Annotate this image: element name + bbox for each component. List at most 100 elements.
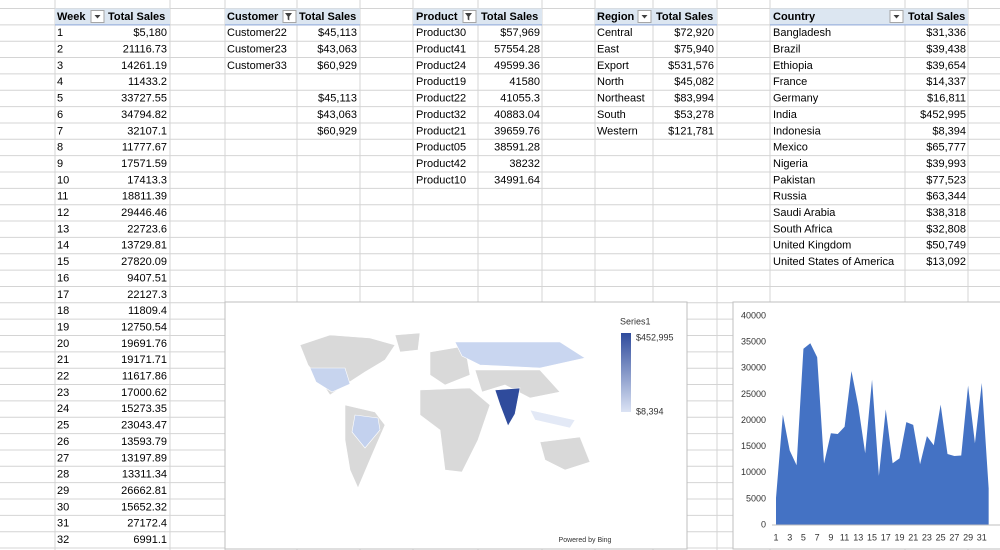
y-tick-label: 0 xyxy=(761,519,766,529)
cell-label: 26 xyxy=(57,436,69,448)
cell-value: 11433.2 xyxy=(128,76,167,88)
cell-value: 13729.81 xyxy=(121,240,167,252)
cell-label: Brazil xyxy=(773,44,801,56)
cell-value: $39,993 xyxy=(926,158,966,170)
cell-value: 13311.34 xyxy=(122,469,167,481)
cell-label: 23 xyxy=(57,387,69,399)
x-tick-label: 11 xyxy=(840,532,849,542)
cell-value: $16,811 xyxy=(927,93,966,105)
cell-label: 24 xyxy=(57,403,69,415)
cell-value: 41055.3 xyxy=(500,93,540,105)
cell-value: $38,318 xyxy=(926,207,966,219)
cell-label: 32 xyxy=(57,534,69,546)
cell-label: South xyxy=(597,109,626,121)
cell-value: 15652.32 xyxy=(121,501,167,513)
x-tick-label: 31 xyxy=(977,532,987,542)
area-chart: 0 5000 10000 15000 20000 25000 30000 35000 40000… xyxy=(732,301,1000,550)
cell-value: 38591.28 xyxy=(494,142,540,154)
cell-value: $452,995 xyxy=(920,109,966,121)
cell-value: $72,920 xyxy=(674,27,714,39)
header-label: Region xyxy=(597,11,635,23)
cell-label: 13 xyxy=(57,223,69,235)
cell-label: South Africa xyxy=(773,223,833,235)
cell-value: 21116.73 xyxy=(123,44,167,56)
greenland xyxy=(394,332,421,353)
x-tick-label: 23 xyxy=(922,532,932,542)
cell-value: 23043.47 xyxy=(121,420,167,432)
cell-label: 21 xyxy=(57,354,69,366)
cell-value: $5,180 xyxy=(133,27,167,39)
cell-value: 39659.76 xyxy=(494,125,540,137)
x-tick-label: 25 xyxy=(936,532,946,542)
filter-button[interactable] xyxy=(282,10,297,23)
cell-label: Mexico xyxy=(773,142,808,154)
cell-value: 9407.51 xyxy=(127,272,167,284)
cell-value: $60,929 xyxy=(317,60,357,72)
cell-value: 49599.36 xyxy=(494,60,540,72)
cell-value: $45,113 xyxy=(318,93,357,105)
cell-label: 12 xyxy=(57,207,69,219)
cell-value: $75,940 xyxy=(674,44,714,56)
cell-label: 30 xyxy=(57,501,69,513)
cell-value: 32107.1 xyxy=(127,125,167,137)
cell-label: 28 xyxy=(57,469,69,481)
russia xyxy=(454,341,586,369)
cell-value: 57554.28 xyxy=(494,44,540,56)
header-label: Total Sales xyxy=(481,11,538,23)
y-tick-label: 15000 xyxy=(741,441,766,451)
cell-value: $43,063 xyxy=(317,44,357,56)
cell-value: 11777.67 xyxy=(122,142,167,154)
cell-value: $8,394 xyxy=(932,125,966,137)
filter-button[interactable] xyxy=(462,10,477,23)
x-tick-label: 5 xyxy=(801,532,806,542)
cell-value: $13,092 xyxy=(926,256,966,268)
cell-label: Product21 xyxy=(416,125,466,137)
header-label: Country xyxy=(773,11,816,23)
cell-label: Bangladesh xyxy=(773,27,831,39)
x-tick-label: 13 xyxy=(853,532,863,542)
cell-label: Product32 xyxy=(416,109,466,121)
cell-value: 34794.82 xyxy=(121,109,167,121)
asia xyxy=(474,369,561,399)
cell-label: Western xyxy=(597,125,638,137)
cell-value: $65,777 xyxy=(926,142,966,154)
cell-value: $39,438 xyxy=(926,44,966,56)
x-tick-label: 17 xyxy=(881,532,891,542)
cell-value: 13593.79 xyxy=(121,436,167,448)
header-fill xyxy=(770,8,968,25)
cell-label: 4 xyxy=(57,76,63,88)
dropdown-arrow xyxy=(641,15,648,19)
cell-value: 27820.09 xyxy=(121,256,167,268)
cell-label: Product30 xyxy=(416,27,466,39)
legend-title: Series1 xyxy=(620,316,651,326)
cell-value: 27172.4 xyxy=(127,518,167,530)
cell-value: $39,654 xyxy=(926,60,966,72)
cell-value: 6991.1 xyxy=(133,534,167,546)
brazil xyxy=(351,414,381,449)
y-tick-label: 20000 xyxy=(741,415,766,425)
x-tick-label: 7 xyxy=(815,532,820,542)
cell-label: Ethiopia xyxy=(773,60,814,72)
cell-label: India xyxy=(773,109,798,121)
cell-value: 15273.35 xyxy=(121,403,167,415)
cell-label: Product10 xyxy=(416,174,466,186)
legend-min: $8,394 xyxy=(636,406,664,416)
indonesia xyxy=(529,409,576,429)
cell-value: 11809.4 xyxy=(128,305,167,317)
y-tick-label: 30000 xyxy=(741,363,766,373)
cell-value: $50,749 xyxy=(926,240,966,252)
x-tick-label: 15 xyxy=(867,532,877,542)
y-tick-label: 10000 xyxy=(741,467,766,477)
cell-label: Product42 xyxy=(416,158,466,170)
cell-label: North xyxy=(597,76,624,88)
cell-label: Nigeria xyxy=(773,158,809,170)
header-label: Customer xyxy=(227,11,279,23)
cell-label: 1 xyxy=(57,27,63,39)
cell-label: United Kingdom xyxy=(773,240,851,252)
cell-label: 14 xyxy=(57,240,69,252)
cell-label: Product22 xyxy=(416,93,466,105)
cell-value: 22723.6 xyxy=(127,223,167,235)
cell-label: 29 xyxy=(57,485,69,497)
map-credit: Powered by Bing xyxy=(559,537,612,544)
